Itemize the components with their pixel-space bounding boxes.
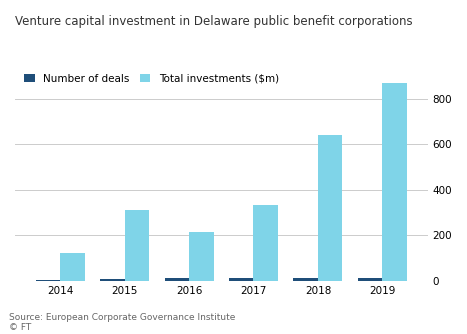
Text: Source: European Corporate Governance Institute: Source: European Corporate Governance In… (9, 313, 236, 322)
Bar (254, 204, 278, 281)
Bar (100, 279, 125, 281)
Bar (382, 83, 407, 281)
Bar (293, 278, 318, 281)
Text: © FT: © FT (9, 323, 32, 332)
Legend: Number of deals, Total investments ($m): Number of deals, Total investments ($m) (20, 70, 283, 88)
Text: Venture capital investment in Delaware public benefit corporations: Venture capital investment in Delaware p… (15, 15, 413, 28)
Bar (358, 279, 382, 281)
Bar (164, 279, 189, 281)
Bar (60, 254, 85, 281)
Bar (229, 278, 254, 281)
Bar (318, 135, 342, 281)
Bar (189, 232, 213, 281)
Bar (35, 280, 60, 281)
Bar (125, 210, 149, 281)
